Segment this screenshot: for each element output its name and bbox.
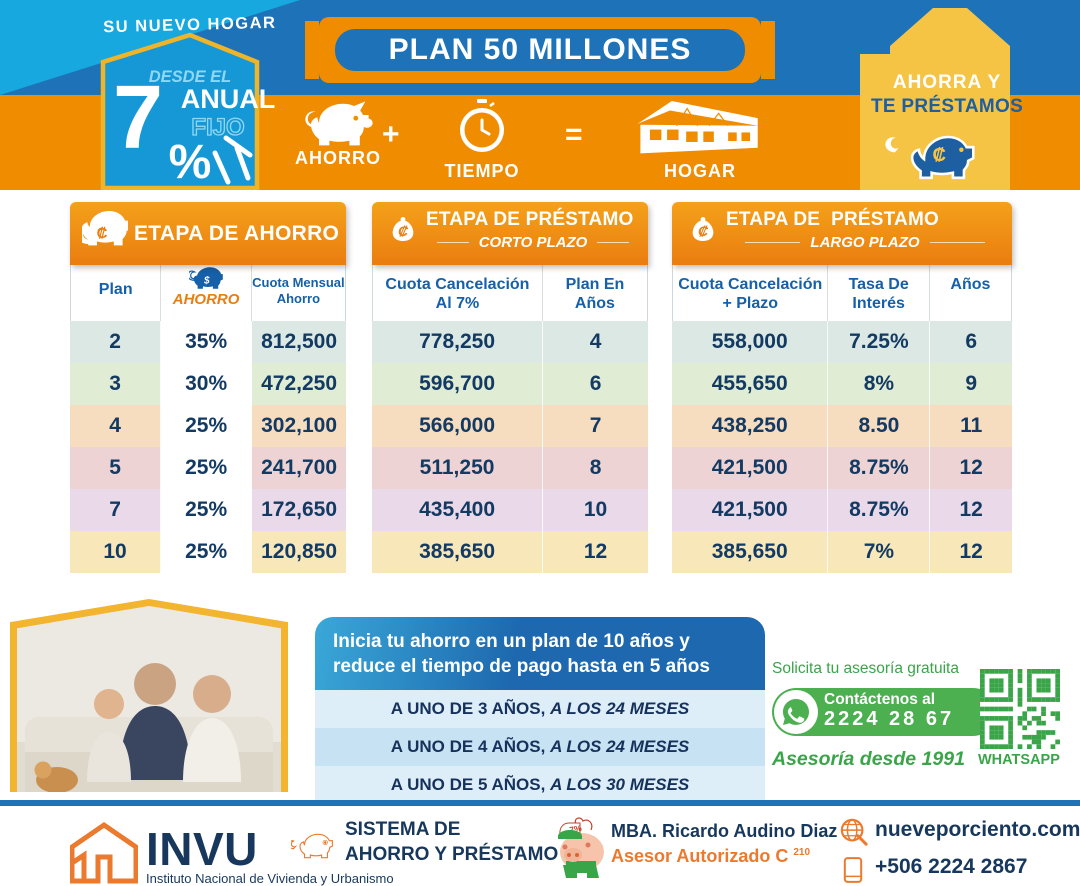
svg-text:$: $ <box>203 275 210 286</box>
svg-text:TE PRÉSTAMOS: TE PRÉSTAMOS <box>871 95 1023 117</box>
svg-text:%: % <box>169 136 212 189</box>
svg-text:₡: ₡ <box>698 223 709 239</box>
svg-text:PLAN 50 MILLONES: PLAN 50 MILLONES <box>389 33 692 66</box>
svg-text:ANUAL: ANUAL <box>181 84 276 114</box>
svg-text:₡: ₡ <box>97 225 108 242</box>
svg-text:€: € <box>324 841 326 845</box>
svg-text:AHORRA Y: AHORRA Y <box>893 72 1001 93</box>
svg-text:7: 7 <box>113 68 163 168</box>
svg-text:₡: ₡ <box>933 144 947 165</box>
svg-text:₡: ₡ <box>398 223 409 239</box>
